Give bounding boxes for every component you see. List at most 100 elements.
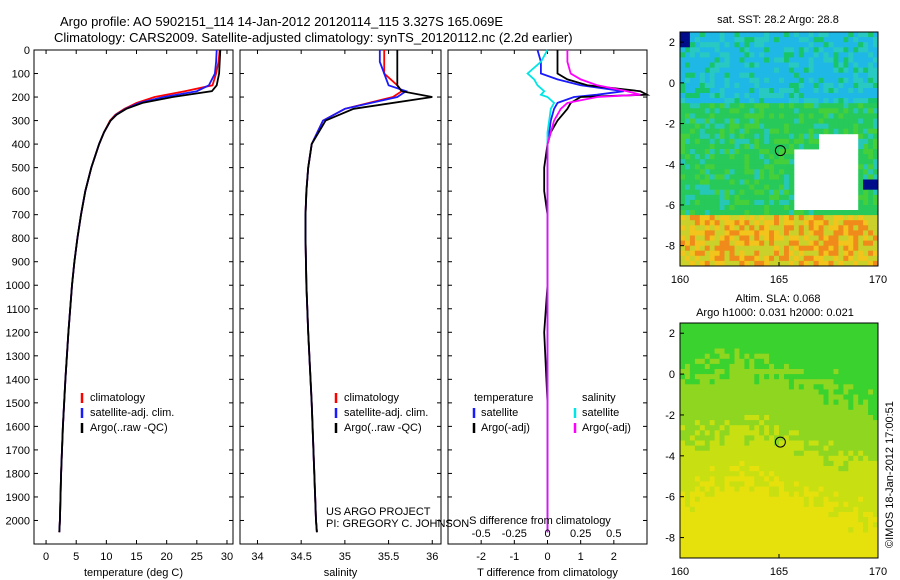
sla-cell xyxy=(714,532,720,538)
sla-cell xyxy=(694,394,701,400)
sst-cell xyxy=(689,88,696,94)
sst-cell xyxy=(680,123,686,130)
sla-cell xyxy=(759,486,765,492)
sst-cell xyxy=(828,225,834,231)
sst-cell xyxy=(813,128,819,135)
sst-cell xyxy=(704,245,711,252)
sla-cell xyxy=(788,358,795,365)
sst-cell xyxy=(769,32,775,38)
sla-cell xyxy=(714,404,720,411)
sla-cell xyxy=(694,517,701,523)
sst-cell xyxy=(808,93,815,99)
sla-cell xyxy=(833,542,839,549)
sla-cell xyxy=(798,338,805,344)
sla-cell xyxy=(779,476,785,482)
sst-cell xyxy=(719,164,725,170)
sst-cell xyxy=(680,174,686,180)
sla-cell xyxy=(694,399,701,406)
sla-cell xyxy=(774,501,780,508)
sla-cell xyxy=(788,491,795,498)
sst-cell xyxy=(689,67,696,74)
depth-tick-label: 600 xyxy=(12,186,30,198)
sst-cell xyxy=(694,179,701,185)
sst-cell xyxy=(749,189,755,196)
sla-cell xyxy=(714,358,720,365)
sla-cell xyxy=(694,491,701,498)
sla-cell xyxy=(734,532,740,538)
sla-cell xyxy=(803,435,810,441)
sla-cell xyxy=(709,506,716,513)
sst-cell xyxy=(689,199,696,206)
sla-cell xyxy=(754,455,760,462)
sst-cell xyxy=(858,159,864,165)
sla-cell xyxy=(724,338,730,344)
sla-cell xyxy=(873,404,879,411)
sla-cell xyxy=(848,409,854,416)
sst-cell xyxy=(848,210,854,216)
sla-cell xyxy=(719,333,725,339)
sla-cell xyxy=(764,399,770,406)
sla-cell xyxy=(848,506,854,513)
sla-cell xyxy=(749,506,755,513)
sst-cell xyxy=(818,235,824,241)
sla-cell xyxy=(754,338,760,344)
legend-title-salinity: salinity xyxy=(582,392,616,404)
sla-cell xyxy=(853,384,859,390)
sst-cell xyxy=(784,57,790,63)
sla-cell xyxy=(813,440,819,446)
sst-cell xyxy=(784,42,790,48)
sst-cell xyxy=(838,240,844,247)
sla-cell xyxy=(694,460,701,467)
sst-cell xyxy=(685,98,691,104)
sla-cell xyxy=(749,552,755,559)
sla-cell xyxy=(729,374,735,380)
sst-cell xyxy=(818,225,824,231)
sst-cell xyxy=(863,174,869,180)
sla-cell xyxy=(769,343,775,349)
sst-cell xyxy=(813,52,819,58)
sla-cell xyxy=(779,512,785,518)
sla-ytick-label: -4 xyxy=(665,451,675,463)
sla-cell xyxy=(724,542,730,549)
sla-cell xyxy=(843,522,849,528)
sst-cell xyxy=(704,57,711,63)
sst-cell xyxy=(694,118,701,124)
sla-cell xyxy=(680,527,686,533)
sst-cell xyxy=(779,245,785,252)
sst-cell xyxy=(744,260,750,267)
sla-cell xyxy=(759,440,765,446)
sst-cell xyxy=(858,230,864,236)
sla-cell xyxy=(685,420,691,426)
sst-cell xyxy=(818,93,824,99)
sst-cell xyxy=(685,103,691,109)
sst-cell xyxy=(833,93,839,99)
sla-cell xyxy=(843,466,849,472)
sst-cell xyxy=(724,88,730,94)
sst-cell xyxy=(868,52,874,58)
sla-cell xyxy=(734,420,740,426)
sla-cell xyxy=(838,369,844,375)
sst-cell xyxy=(754,118,760,124)
sla-cell xyxy=(833,552,839,559)
sla-cell xyxy=(858,348,864,354)
sst-cell xyxy=(680,62,686,68)
sla-cell xyxy=(685,425,691,431)
sla-cell xyxy=(719,338,725,344)
sst-cell xyxy=(808,260,815,267)
sla-cell xyxy=(788,379,795,385)
sst-cell xyxy=(843,245,849,252)
sla-cell xyxy=(709,486,716,492)
sla-cell xyxy=(798,399,805,406)
sla-cell xyxy=(724,517,730,523)
sla-cell xyxy=(779,542,785,549)
sst-cell xyxy=(729,260,735,267)
sst-cell xyxy=(803,113,810,119)
sla-cell xyxy=(685,460,691,467)
sla-cell xyxy=(803,527,810,533)
sla-cell xyxy=(858,389,864,395)
sst-cell xyxy=(680,194,686,201)
temperature-xtick-label: 15 xyxy=(130,551,142,563)
temperature-series-line xyxy=(58,49,221,533)
sst-cell xyxy=(793,230,800,236)
sst-cell xyxy=(863,72,869,79)
